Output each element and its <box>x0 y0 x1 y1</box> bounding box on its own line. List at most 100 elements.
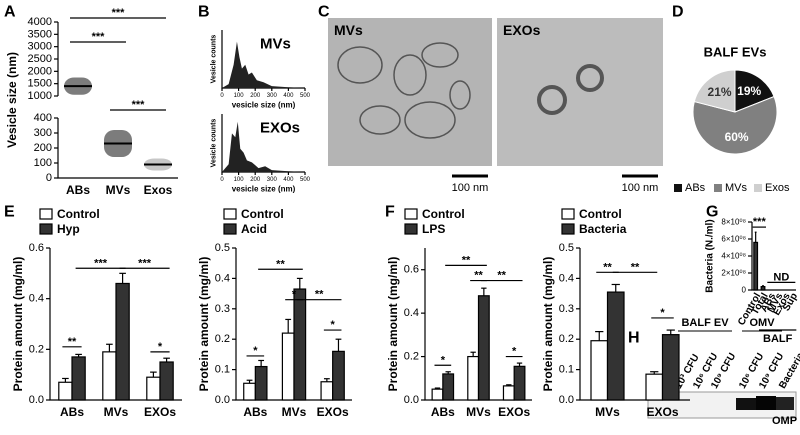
bar <box>293 288 307 401</box>
pie-slice <box>692 95 778 155</box>
panel-letter: B <box>198 4 210 21</box>
slice-label: 60% <box>725 130 749 144</box>
y-tick-label: 0.1 <box>559 364 574 376</box>
x-tick-label: EXOs <box>317 405 349 419</box>
y-axis-label: Protein amount (mg/ml) <box>541 257 555 392</box>
legend-label: Hyp <box>57 222 80 236</box>
legend-label: MVs <box>725 182 748 194</box>
significance: ** <box>462 254 471 266</box>
x-tick-label: 0 <box>220 93 224 99</box>
panel-letter: H <box>628 330 640 347</box>
y-tick-label: 200 <box>34 142 52 154</box>
y-tick-label: 0.5 <box>215 242 230 254</box>
y-tick-label: 8×10⁰⁸ <box>721 218 746 227</box>
y-tick-label: 0.4 <box>559 272 574 284</box>
legend-label: Exos <box>765 182 790 194</box>
y-tick-label: 0.0 <box>215 394 230 406</box>
significance: * <box>331 319 336 331</box>
y-tick-label: 0.0 <box>29 394 44 406</box>
significance: ** <box>474 270 483 282</box>
legend-label: Control <box>241 207 284 221</box>
y-axis-label: Vesicle size (nm) <box>5 52 19 148</box>
y-tick-label: 6×10⁰⁸ <box>721 235 746 244</box>
y-tick-label: 3000 <box>28 41 52 53</box>
y-tick-label: 1500 <box>28 78 52 90</box>
y-tick-label: 300 <box>34 127 52 139</box>
legend-swatch <box>39 208 53 220</box>
significance: * <box>660 307 665 319</box>
y-tick-label: 2000 <box>28 65 52 77</box>
significance: *** <box>132 99 146 111</box>
y-tick-label: 0.3 <box>559 303 574 315</box>
x-tick-label: 400 <box>283 93 294 99</box>
x-tick-label: MVs <box>106 183 131 197</box>
x-tick-label: ABs <box>66 183 90 197</box>
legend-swatch <box>674 184 682 192</box>
significance: ** <box>276 258 285 270</box>
significance: * <box>441 354 446 366</box>
x-tick-label: EXOs <box>498 405 530 419</box>
y-axis-label: Protein amount (mg/ml) <box>11 257 25 392</box>
micrograph <box>497 18 663 166</box>
bar <box>243 382 256 401</box>
x-tick-label: MVs <box>466 405 491 419</box>
y-tick-label: 1000 <box>28 90 52 102</box>
significance: * <box>253 345 258 357</box>
bar <box>513 365 526 401</box>
y-tick-label: 0.0 <box>404 394 419 406</box>
x-tick-label: 0 <box>220 177 224 183</box>
bar <box>645 373 664 401</box>
x-tick-label: 500 <box>300 177 311 183</box>
x-tick-label: 200 <box>250 93 261 99</box>
bar <box>102 351 117 401</box>
legend-label: Control <box>579 207 622 221</box>
y-axis-label: Vesicle counts <box>211 35 218 84</box>
significance: ** <box>631 261 640 273</box>
bar <box>502 385 515 401</box>
band-label: OMP <box>772 415 797 427</box>
x-tick-label: MVs <box>282 405 307 419</box>
y-axis-label: Vesicle counts <box>211 119 218 168</box>
significance: *** <box>138 257 152 269</box>
bar <box>467 355 480 401</box>
group-label: BALF <box>763 333 793 345</box>
legend-swatch <box>404 223 418 235</box>
x-tick-label: ABs <box>60 405 84 419</box>
bar <box>254 365 268 401</box>
y-tick-label: 0.4 <box>29 293 44 305</box>
pie-slice <box>734 69 775 113</box>
blot-band <box>736 398 756 410</box>
legend-swatch <box>754 184 762 192</box>
y-axis-label: Protein amount (mg/ml) <box>197 257 211 392</box>
chart-title: EXOs <box>260 120 300 137</box>
image-label: MVs <box>334 22 363 38</box>
blot-group: OMV <box>749 317 775 329</box>
x-tick-label: Exos <box>144 183 173 197</box>
area <box>222 41 305 88</box>
chart-title: BALF EVs <box>704 45 767 60</box>
y-tick-label: 3500 <box>28 28 52 40</box>
bar <box>115 282 130 401</box>
bar <box>146 376 161 401</box>
y-tick-label: 400 <box>34 112 52 124</box>
y-tick-label: 2×10⁰⁸ <box>721 269 746 278</box>
significance: * <box>292 289 297 301</box>
slice-label: 19% <box>737 84 761 98</box>
y-tick-label: 0.0 <box>559 394 574 406</box>
x-tick-label: 200 <box>250 177 261 183</box>
significance: ** <box>68 336 77 348</box>
x-tick-label: ABs <box>431 405 455 419</box>
legend-label: ABs <box>685 182 706 194</box>
y-tick-label: 0 <box>46 172 52 184</box>
bar <box>442 373 455 401</box>
y-tick-label: 0.5 <box>559 242 574 254</box>
y-axis-label: Bacteria (N./ml) <box>705 219 716 292</box>
y-axis-label: Protein amount (mg/ml) <box>386 257 400 392</box>
significance: ** <box>603 261 612 273</box>
x-tick-label: 100 <box>234 177 245 183</box>
slice-label: 21% <box>708 85 732 99</box>
legend-swatch <box>404 208 418 220</box>
legend-label: Control <box>422 207 465 221</box>
x-tick-label: EXOs <box>144 405 176 419</box>
legend-swatch <box>223 208 237 220</box>
